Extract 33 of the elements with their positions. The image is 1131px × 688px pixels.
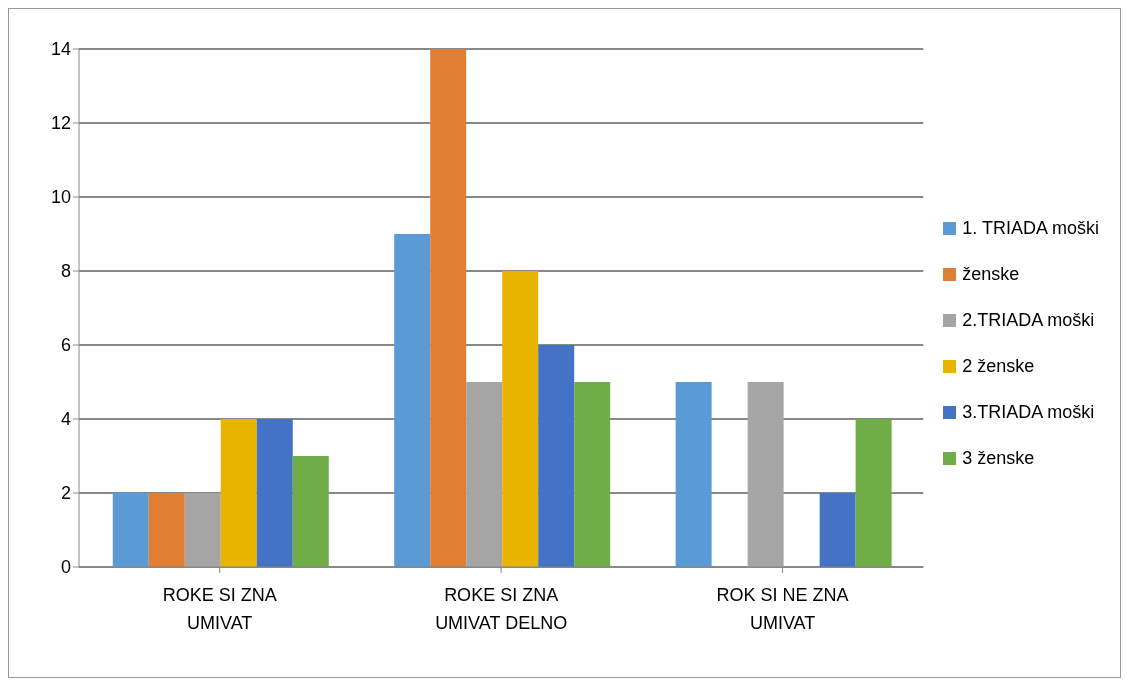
bar	[855, 419, 892, 567]
bar	[430, 49, 467, 567]
y-tick-label: 14	[50, 39, 71, 60]
y-tick-label: 8	[60, 261, 71, 282]
x-tick-label: ROKE SI ZNA UMIVAT DELNO	[435, 585, 568, 633]
legend-label: 1. TRIADA moški	[962, 217, 1099, 239]
bar	[112, 493, 149, 567]
bar	[466, 382, 503, 567]
bar	[220, 419, 257, 567]
bar	[538, 345, 575, 567]
legend-label: 3.TRIADA moški	[962, 401, 1095, 423]
bar	[574, 382, 611, 567]
y-tick-label: 12	[50, 113, 71, 134]
bar	[502, 271, 539, 567]
bar	[394, 234, 431, 567]
legend-label: 2 ženske	[962, 355, 1035, 377]
bar	[148, 493, 185, 567]
y-tick-label: 6	[60, 335, 71, 356]
y-tick-label: 10	[50, 187, 71, 208]
bar	[747, 382, 784, 567]
bar	[184, 493, 221, 567]
legend-label: 3 ženske	[962, 447, 1035, 469]
x-tick-label: ROKE SI ZNA UMIVAT	[162, 585, 277, 633]
y-tick-label: 2	[60, 483, 71, 504]
bar	[256, 419, 293, 567]
y-tick-label: 0	[60, 557, 71, 578]
x-tick-label: ROK SI NE ZNA UMIVAT	[716, 585, 849, 633]
legend-label: ženske	[962, 263, 1020, 285]
bar	[675, 382, 712, 567]
bar	[819, 493, 856, 567]
bar	[292, 456, 329, 567]
legend-label: 2.TRIADA moški	[962, 309, 1095, 331]
y-tick-label: 4	[60, 409, 71, 430]
